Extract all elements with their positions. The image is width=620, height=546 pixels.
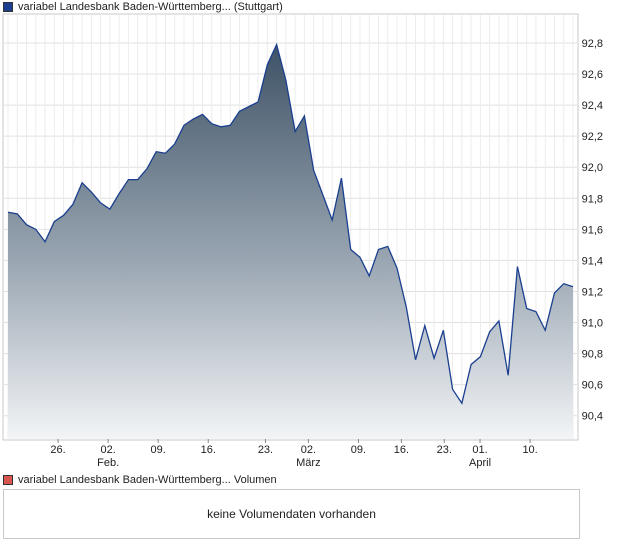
y-tick-label: 92,8 bbox=[582, 38, 603, 50]
x-tick-label: 09. bbox=[351, 444, 366, 456]
price-legend: variabel Landesbank Baden-Württemberg...… bbox=[3, 1, 283, 13]
volume-empty-message: keine Volumendaten vorhanden bbox=[207, 507, 376, 521]
price-line bbox=[7, 42, 574, 405]
x-tick-label: 23. bbox=[437, 444, 452, 456]
y-tick-label: 91,2 bbox=[582, 286, 603, 298]
x-tick-label: 01. bbox=[472, 444, 487, 456]
x-month-label: März bbox=[296, 457, 320, 469]
x-tick-label: 23. bbox=[258, 444, 273, 456]
price-chart: 90,4 90,6 90,8 91,0 91,2 91,4 91,6 91,8 92,0 92,2… bbox=[2, 13, 603, 469]
y-tick-label: 92,6 bbox=[582, 69, 603, 81]
x-tick-label: 02. bbox=[301, 444, 316, 456]
x-tick-label: 26. bbox=[50, 444, 65, 456]
y-tick-label: 91,4 bbox=[582, 255, 603, 267]
x-month-label: April bbox=[469, 457, 491, 469]
y-tick-label: 91,6 bbox=[582, 224, 603, 236]
x-tick-label: 09. bbox=[151, 444, 166, 456]
volume-panel: keine Volumendaten vorhanden bbox=[3, 489, 580, 539]
x-tick-label: 10. bbox=[522, 444, 537, 456]
volume-legend-swatch bbox=[3, 475, 13, 485]
x-tick-label: 16. bbox=[201, 444, 216, 456]
volume-legend: variabel Landesbank Baden-Württemberg...… bbox=[3, 474, 277, 486]
price-legend-swatch bbox=[3, 2, 13, 12]
x-month-label: Feb. bbox=[97, 457, 119, 469]
x-tick-label: 02. bbox=[100, 444, 115, 456]
y-tick-label: 92,4 bbox=[582, 100, 603, 112]
price-legend-label: variabel Landesbank Baden-Württemberg...… bbox=[18, 1, 283, 13]
price-area-fill bbox=[8, 44, 573, 439]
y-tick-label: 92,2 bbox=[582, 131, 603, 143]
x-tick-label: 16. bbox=[394, 444, 409, 456]
y-tick-label: 90,6 bbox=[582, 380, 603, 392]
y-tick-label: 91,8 bbox=[582, 193, 603, 205]
y-tick-label: 92,0 bbox=[582, 162, 603, 174]
y-tick-label: 90,8 bbox=[582, 349, 603, 361]
y-tick-label: 91,0 bbox=[582, 318, 603, 330]
volume-legend-label: variabel Landesbank Baden-Württemberg...… bbox=[18, 474, 277, 486]
y-tick-label: 90,4 bbox=[582, 411, 603, 423]
